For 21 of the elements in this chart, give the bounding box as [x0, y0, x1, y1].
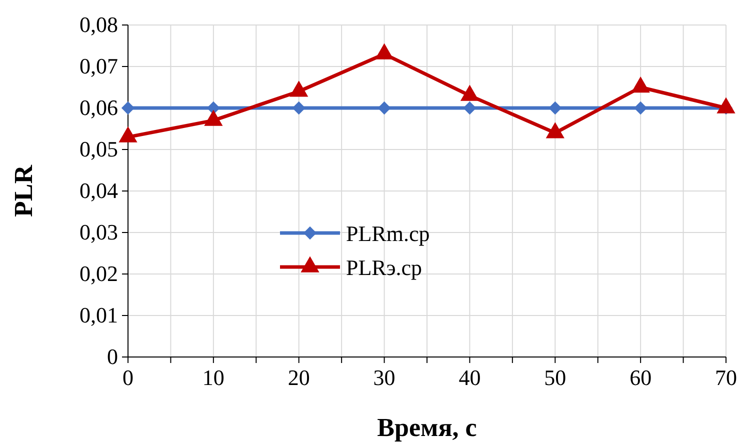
x-tick-label: 0	[122, 365, 134, 390]
y-tick-label: 0,06	[80, 95, 118, 120]
legend-label: PLRэ.cp	[346, 255, 422, 280]
y-tick-label: 0	[107, 344, 118, 369]
y-tick-label: 0,03	[80, 220, 118, 244]
x-tick-label: 70	[715, 365, 737, 390]
x-tick-label: 30	[373, 365, 396, 390]
x-axis-title: Время, с	[377, 413, 477, 442]
y-axis-title: PLR	[9, 164, 38, 217]
y-tick-label: 0,04	[80, 178, 118, 203]
x-tick-label: 20	[288, 365, 310, 390]
x-tick-label: 60	[630, 365, 652, 390]
y-tick-label: 0,05	[80, 136, 118, 162]
x-tick-label: 10	[202, 365, 224, 390]
legend-label: PLRm.cp	[346, 221, 430, 246]
x-tick-label: 40	[458, 365, 481, 390]
y-tick-label: 0,07	[80, 54, 118, 78]
y-tick-label: 0,01	[80, 302, 118, 328]
x-tick-label: 50	[544, 365, 566, 390]
y-tick-label: 0,02	[80, 261, 118, 286]
y-tick-label: 0,08	[80, 12, 118, 37]
